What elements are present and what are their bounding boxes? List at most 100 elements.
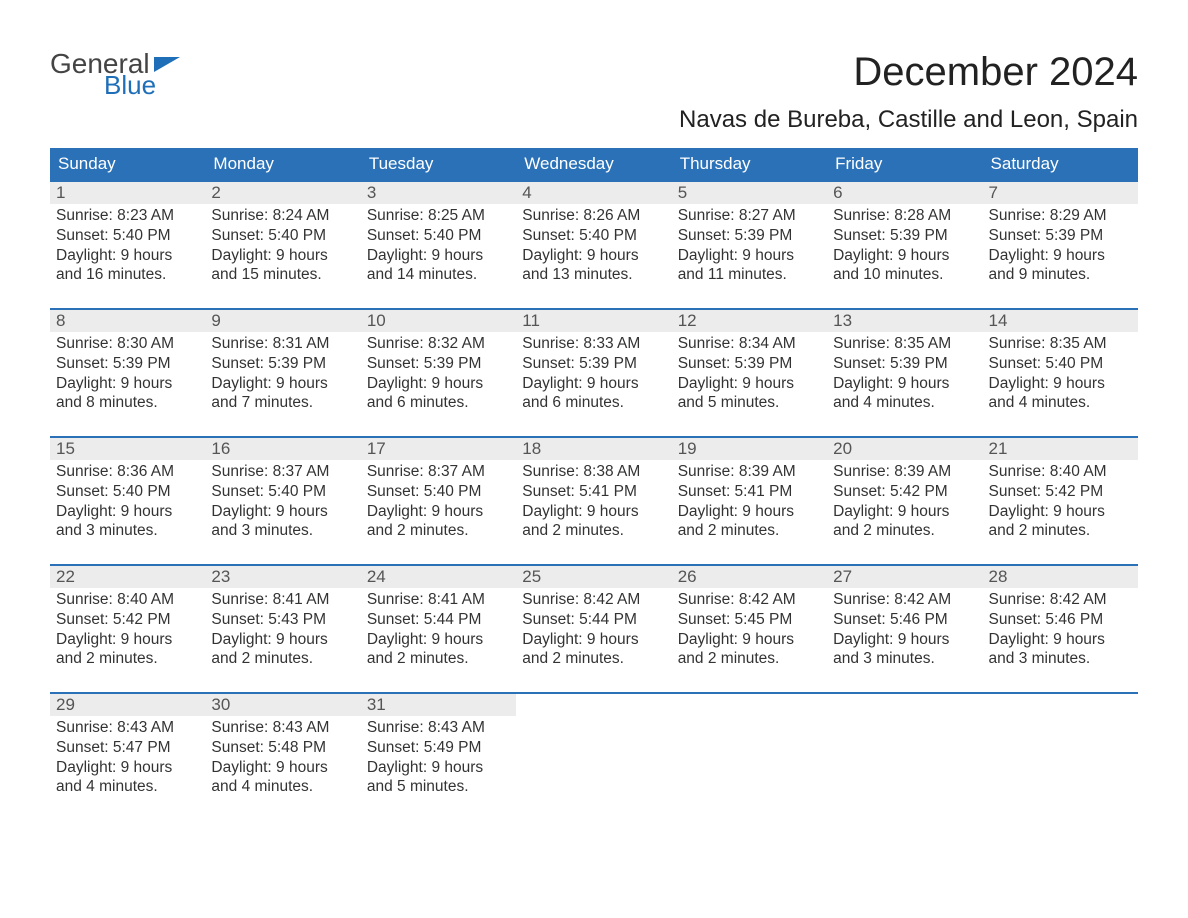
day-day2: and 13 minutes. bbox=[522, 265, 665, 285]
day-sunrise: Sunrise: 8:42 AM bbox=[678, 590, 821, 610]
day-day1: Daylight: 9 hours bbox=[833, 502, 976, 522]
day-number: 26 bbox=[672, 566, 827, 588]
day-cell: 28Sunrise: 8:42 AMSunset: 5:46 PMDayligh… bbox=[983, 566, 1138, 692]
day-number: 15 bbox=[50, 438, 205, 460]
day-body: Sunrise: 8:41 AMSunset: 5:43 PMDaylight:… bbox=[205, 588, 360, 677]
day-day1: Daylight: 9 hours bbox=[678, 502, 821, 522]
day-number: 3 bbox=[361, 182, 516, 204]
day-sunrise: Sunrise: 8:40 AM bbox=[56, 590, 199, 610]
day-cell: 31Sunrise: 8:43 AMSunset: 5:49 PMDayligh… bbox=[361, 694, 516, 820]
week-row: 15Sunrise: 8:36 AMSunset: 5:40 PMDayligh… bbox=[50, 436, 1138, 564]
day-number: 11 bbox=[516, 310, 671, 332]
day-sunrise: Sunrise: 8:37 AM bbox=[367, 462, 510, 482]
day-number: 30 bbox=[205, 694, 360, 716]
day-sunset: Sunset: 5:40 PM bbox=[211, 482, 354, 502]
day-day1: Daylight: 9 hours bbox=[522, 374, 665, 394]
week-row: 29Sunrise: 8:43 AMSunset: 5:47 PMDayligh… bbox=[50, 692, 1138, 820]
day-day2: and 2 minutes. bbox=[367, 649, 510, 669]
day-number: 4 bbox=[516, 182, 671, 204]
day-number: 25 bbox=[516, 566, 671, 588]
day-sunrise: Sunrise: 8:30 AM bbox=[56, 334, 199, 354]
day-sunset: Sunset: 5:44 PM bbox=[522, 610, 665, 630]
day-day2: and 9 minutes. bbox=[989, 265, 1132, 285]
day-cell: 10Sunrise: 8:32 AMSunset: 5:39 PMDayligh… bbox=[361, 310, 516, 436]
day-day2: and 2 minutes. bbox=[833, 521, 976, 541]
day-number: 17 bbox=[361, 438, 516, 460]
day-day2: and 3 minutes. bbox=[833, 649, 976, 669]
day-day1: Daylight: 9 hours bbox=[833, 630, 976, 650]
day-body: Sunrise: 8:29 AMSunset: 5:39 PMDaylight:… bbox=[983, 204, 1138, 293]
day-sunrise: Sunrise: 8:40 AM bbox=[989, 462, 1132, 482]
day-body: Sunrise: 8:23 AMSunset: 5:40 PMDaylight:… bbox=[50, 204, 205, 293]
day-body: Sunrise: 8:36 AMSunset: 5:40 PMDaylight:… bbox=[50, 460, 205, 549]
day-day1: Daylight: 9 hours bbox=[678, 374, 821, 394]
day-sunset: Sunset: 5:39 PM bbox=[833, 226, 976, 246]
day-body: Sunrise: 8:28 AMSunset: 5:39 PMDaylight:… bbox=[827, 204, 982, 293]
day-day1: Daylight: 9 hours bbox=[522, 502, 665, 522]
day-day1: Daylight: 9 hours bbox=[56, 374, 199, 394]
day-body: Sunrise: 8:42 AMSunset: 5:44 PMDaylight:… bbox=[516, 588, 671, 677]
day-day1: Daylight: 9 hours bbox=[989, 630, 1132, 650]
day-sunset: Sunset: 5:39 PM bbox=[211, 354, 354, 374]
day-sunrise: Sunrise: 8:36 AM bbox=[56, 462, 199, 482]
week-row: 1Sunrise: 8:23 AMSunset: 5:40 PMDaylight… bbox=[50, 180, 1138, 308]
day-cell: 14Sunrise: 8:35 AMSunset: 5:40 PMDayligh… bbox=[983, 310, 1138, 436]
day-number: 19 bbox=[672, 438, 827, 460]
weekday-header: Monday bbox=[205, 148, 360, 180]
day-number: 24 bbox=[361, 566, 516, 588]
day-body: Sunrise: 8:33 AMSunset: 5:39 PMDaylight:… bbox=[516, 332, 671, 421]
day-number: 29 bbox=[50, 694, 205, 716]
day-number: 7 bbox=[983, 182, 1138, 204]
month-title: December 2024 bbox=[853, 50, 1138, 95]
day-cell: 18Sunrise: 8:38 AMSunset: 5:41 PMDayligh… bbox=[516, 438, 671, 564]
day-cell: 15Sunrise: 8:36 AMSunset: 5:40 PMDayligh… bbox=[50, 438, 205, 564]
day-day2: and 5 minutes. bbox=[678, 393, 821, 413]
day-number: 9 bbox=[205, 310, 360, 332]
day-body: Sunrise: 8:39 AMSunset: 5:42 PMDaylight:… bbox=[827, 460, 982, 549]
calendar-page: General Blue December 2024 Navas de Bure… bbox=[0, 0, 1188, 918]
day-body: Sunrise: 8:27 AMSunset: 5:39 PMDaylight:… bbox=[672, 204, 827, 293]
day-day1: Daylight: 9 hours bbox=[211, 374, 354, 394]
weekday-header: Friday bbox=[827, 148, 982, 180]
day-sunrise: Sunrise: 8:43 AM bbox=[56, 718, 199, 738]
day-number: 10 bbox=[361, 310, 516, 332]
day-number: 8 bbox=[50, 310, 205, 332]
day-sunset: Sunset: 5:39 PM bbox=[833, 354, 976, 374]
day-cell: 4Sunrise: 8:26 AMSunset: 5:40 PMDaylight… bbox=[516, 182, 671, 308]
day-day2: and 2 minutes. bbox=[678, 649, 821, 669]
day-cell: 17Sunrise: 8:37 AMSunset: 5:40 PMDayligh… bbox=[361, 438, 516, 564]
day-body: Sunrise: 8:35 AMSunset: 5:40 PMDaylight:… bbox=[983, 332, 1138, 421]
day-sunset: Sunset: 5:45 PM bbox=[678, 610, 821, 630]
day-day2: and 2 minutes. bbox=[522, 521, 665, 541]
day-body: Sunrise: 8:43 AMSunset: 5:47 PMDaylight:… bbox=[50, 716, 205, 805]
day-body: Sunrise: 8:40 AMSunset: 5:42 PMDaylight:… bbox=[50, 588, 205, 677]
day-cell: 9Sunrise: 8:31 AMSunset: 5:39 PMDaylight… bbox=[205, 310, 360, 436]
day-body: Sunrise: 8:37 AMSunset: 5:40 PMDaylight:… bbox=[361, 460, 516, 549]
day-body: Sunrise: 8:30 AMSunset: 5:39 PMDaylight:… bbox=[50, 332, 205, 421]
header: General Blue December 2024 bbox=[50, 50, 1138, 98]
day-day1: Daylight: 9 hours bbox=[678, 246, 821, 266]
weekday-header: Saturday bbox=[983, 148, 1138, 180]
day-day1: Daylight: 9 hours bbox=[678, 630, 821, 650]
day-cell: 30Sunrise: 8:43 AMSunset: 5:48 PMDayligh… bbox=[205, 694, 360, 820]
day-cell: 29Sunrise: 8:43 AMSunset: 5:47 PMDayligh… bbox=[50, 694, 205, 820]
day-sunset: Sunset: 5:40 PM bbox=[211, 226, 354, 246]
day-day2: and 6 minutes. bbox=[522, 393, 665, 413]
day-cell bbox=[516, 694, 671, 820]
day-sunrise: Sunrise: 8:38 AM bbox=[522, 462, 665, 482]
day-sunset: Sunset: 5:40 PM bbox=[367, 482, 510, 502]
day-sunset: Sunset: 5:40 PM bbox=[56, 482, 199, 502]
day-body: Sunrise: 8:32 AMSunset: 5:39 PMDaylight:… bbox=[361, 332, 516, 421]
day-day1: Daylight: 9 hours bbox=[56, 502, 199, 522]
day-sunset: Sunset: 5:39 PM bbox=[989, 226, 1132, 246]
day-number: 1 bbox=[50, 182, 205, 204]
day-number: 23 bbox=[205, 566, 360, 588]
day-sunrise: Sunrise: 8:43 AM bbox=[367, 718, 510, 738]
day-sunset: Sunset: 5:42 PM bbox=[833, 482, 976, 502]
day-cell: 12Sunrise: 8:34 AMSunset: 5:39 PMDayligh… bbox=[672, 310, 827, 436]
day-sunset: Sunset: 5:46 PM bbox=[989, 610, 1132, 630]
day-cell: 25Sunrise: 8:42 AMSunset: 5:44 PMDayligh… bbox=[516, 566, 671, 692]
day-body: Sunrise: 8:43 AMSunset: 5:48 PMDaylight:… bbox=[205, 716, 360, 805]
day-number: 28 bbox=[983, 566, 1138, 588]
day-body: Sunrise: 8:42 AMSunset: 5:46 PMDaylight:… bbox=[983, 588, 1138, 677]
